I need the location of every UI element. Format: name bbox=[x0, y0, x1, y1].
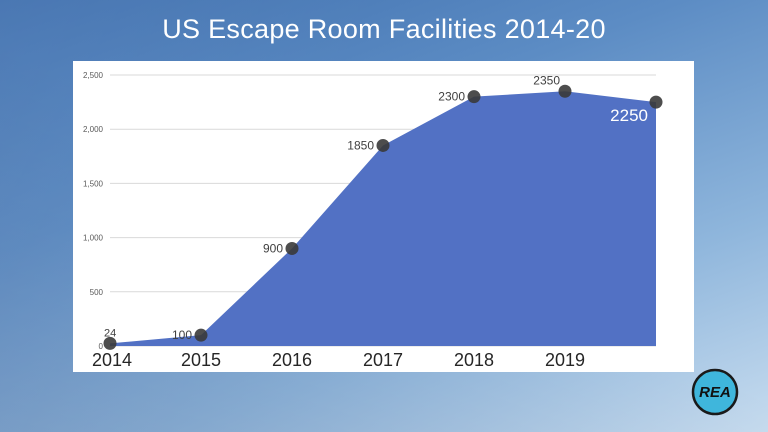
data-label: 2350 bbox=[533, 73, 560, 87]
data-point bbox=[285, 241, 299, 255]
area-chart: 0 500 1,000 1,500 2,000 2,500 24 100 900 1850 2300… bbox=[83, 71, 663, 370]
y-tick-label: 500 bbox=[90, 288, 104, 297]
x-tick-label: 2014 bbox=[92, 350, 132, 370]
x-tick-label: 2017 bbox=[363, 350, 403, 370]
x-tick-label: 2019 bbox=[545, 350, 585, 370]
y-tick-label: 1,000 bbox=[83, 234, 104, 243]
chart-panel: 0 500 1,000 1,500 2,000 2,500 24 100 900 1850 2300… bbox=[73, 61, 694, 372]
data-label: 2250 bbox=[610, 106, 648, 125]
data-point bbox=[649, 95, 663, 109]
data-label: 1850 bbox=[347, 138, 374, 152]
area-series bbox=[110, 91, 656, 346]
data-label: 900 bbox=[263, 241, 283, 255]
data-label: 24 bbox=[104, 327, 116, 339]
slide-title: US Escape Room Facilities 2014-20 bbox=[162, 14, 606, 44]
y-tick-label: 2,500 bbox=[83, 71, 104, 80]
data-point bbox=[376, 138, 390, 152]
data-label: 100 bbox=[172, 328, 192, 342]
y-tick-label: 0 bbox=[99, 342, 104, 351]
logo-circle bbox=[691, 368, 739, 416]
logo-text: REA bbox=[699, 384, 731, 401]
rea-logo: REA bbox=[691, 368, 739, 416]
x-tick-label: 2016 bbox=[272, 350, 312, 370]
x-tick-label: 2018 bbox=[454, 350, 494, 370]
data-point bbox=[467, 90, 481, 104]
data-label: 2300 bbox=[438, 90, 465, 104]
data-point bbox=[558, 84, 572, 98]
x-tick-label: 2015 bbox=[181, 350, 221, 370]
y-tick-label: 1,500 bbox=[83, 179, 104, 188]
y-tick-label: 2,000 bbox=[83, 125, 104, 134]
data-point bbox=[103, 336, 117, 350]
data-point bbox=[194, 328, 208, 342]
